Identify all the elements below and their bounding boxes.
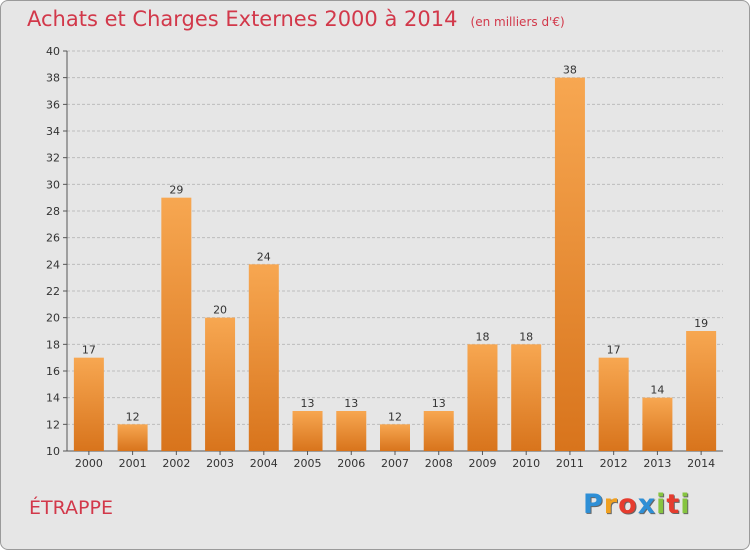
data-label: 17 <box>82 344 96 357</box>
logo-letter: P <box>583 489 604 520</box>
x-tick-label: 2012 <box>600 457 628 470</box>
logo-letter: o <box>618 489 638 520</box>
x-tick-label: 2006 <box>337 457 365 470</box>
y-tick-label: 28 <box>46 205 60 218</box>
logo-letter: i <box>680 489 691 520</box>
data-label: 20 <box>213 304 227 317</box>
bar <box>161 197 192 451</box>
bar <box>380 424 410 451</box>
bar <box>248 264 279 451</box>
data-label: 13 <box>432 397 446 410</box>
x-tick-label: 2008 <box>425 457 453 470</box>
x-tick-label: 2003 <box>206 457 234 470</box>
x-tick-label: 2014 <box>687 457 715 470</box>
bar <box>642 397 673 451</box>
bar <box>467 344 498 451</box>
bar <box>336 411 367 451</box>
y-tick-label: 10 <box>46 445 60 458</box>
x-tick-label: 2010 <box>512 457 540 470</box>
logo-letter: t <box>666 489 681 520</box>
y-tick-label: 34 <box>46 125 60 138</box>
bar <box>598 357 629 451</box>
x-tick-label: 2001 <box>119 457 147 470</box>
bar <box>511 344 542 451</box>
x-tick-label: 2011 <box>556 457 584 470</box>
bar <box>73 357 104 451</box>
y-tick-label: 24 <box>46 258 60 271</box>
y-tick-label: 16 <box>46 365 60 378</box>
chart-title: Achats et Charges Externes 2000 à 2014 <box>27 7 458 31</box>
y-tick-label: 40 <box>46 45 60 58</box>
commune-name: ÉTRAPPE <box>29 497 113 519</box>
chart-subtitle: (en milliers d'€) <box>470 15 565 29</box>
data-label: 13 <box>301 397 315 410</box>
x-tick-label: 2000 <box>75 457 103 470</box>
logo-letter: r <box>603 489 619 520</box>
data-label: 24 <box>257 250 271 263</box>
x-tick-label: 2004 <box>250 457 278 470</box>
bar <box>554 77 585 452</box>
data-label: 17 <box>607 344 621 357</box>
y-tick-label: 14 <box>46 392 60 405</box>
x-tick-label: 2002 <box>162 457 190 470</box>
bar <box>205 317 236 451</box>
y-tick-label: 38 <box>46 72 60 85</box>
bar <box>423 411 454 451</box>
data-label: 19 <box>694 317 708 330</box>
y-tick-label: 26 <box>46 232 60 245</box>
y-tick-label: 36 <box>46 98 60 111</box>
data-label: 29 <box>169 184 183 197</box>
x-tick-label: 2009 <box>468 457 496 470</box>
y-tick-label: 22 <box>46 285 60 298</box>
y-tick-label: 20 <box>46 312 60 325</box>
y-tick-label: 12 <box>46 418 60 431</box>
bar <box>117 424 148 451</box>
data-label: 18 <box>475 330 489 343</box>
x-tick-label: 2007 <box>381 457 409 470</box>
x-tick-label: 2013 <box>643 457 671 470</box>
bar <box>292 411 323 451</box>
data-label: 13 <box>344 397 358 410</box>
data-label: 38 <box>563 64 577 77</box>
title-area: Achats et Charges Externes 2000 à 2014 (… <box>27 7 565 31</box>
y-tick-label: 32 <box>46 152 60 165</box>
data-label: 18 <box>519 330 533 343</box>
data-label: 12 <box>126 410 140 423</box>
x-tick-label: 2005 <box>294 457 322 470</box>
proxiti-logo: Proxiti <box>583 489 691 520</box>
data-label: 12 <box>388 410 402 423</box>
data-label: 14 <box>650 384 664 397</box>
logo-letter: i <box>656 489 667 520</box>
y-tick-label: 18 <box>46 338 60 351</box>
y-tick-label: 30 <box>46 178 60 191</box>
logo-letter: x <box>637 489 657 520</box>
bar <box>686 331 717 451</box>
